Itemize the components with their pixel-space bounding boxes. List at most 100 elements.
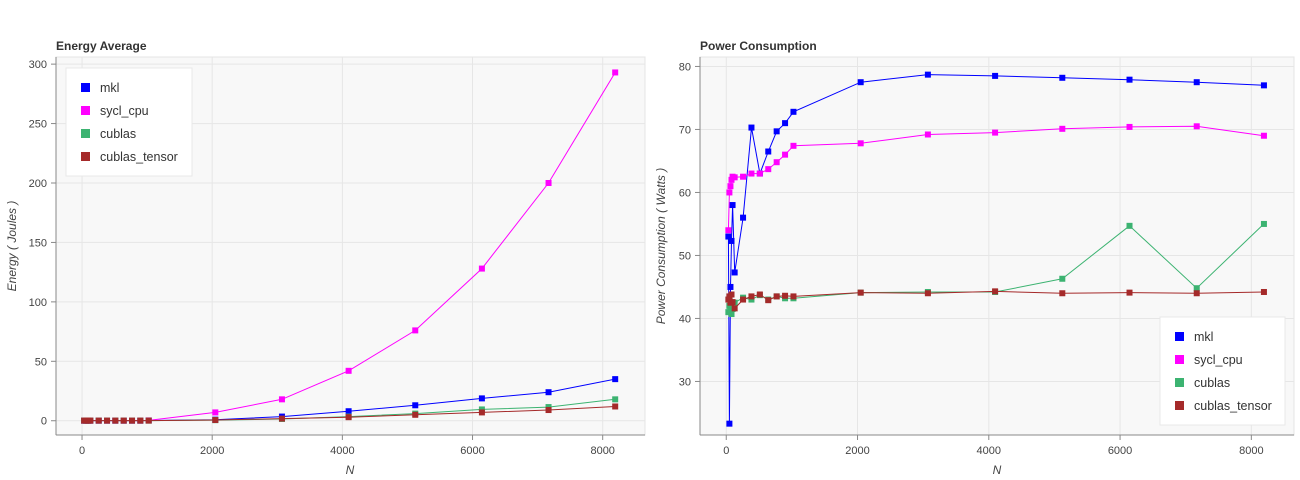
data-point-cublas-tensor <box>729 299 736 306</box>
data-point-sycl-cpu <box>726 189 733 196</box>
axes <box>699 57 1294 436</box>
legend-swatch-cublas <box>1175 378 1184 387</box>
data-point-cublas-tensor <box>137 417 144 424</box>
data-point-cublas-tensor <box>790 293 797 300</box>
data-point-sycl-cpu <box>212 409 219 416</box>
data-point-cublas-tensor <box>924 290 931 297</box>
y-tick-label: 30 <box>679 376 691 388</box>
data-point-cublas <box>1126 222 1133 229</box>
legend-label-sycl-cpu: sycl_cpu <box>1194 353 1243 367</box>
data-point-sycl-cpu <box>740 173 747 180</box>
data-point-cublas-tensor <box>857 289 864 296</box>
energy-average-chart: Energy Average 0 50 100 150 200 250 300 0 2000 4… <box>5 39 646 477</box>
data-point-sycl-cpu <box>731 174 738 181</box>
axes <box>55 57 645 436</box>
legend-swatch-cublas-tensor <box>81 152 90 161</box>
data-point-mkl <box>727 283 734 290</box>
data-point-cublas-tensor <box>278 415 285 422</box>
legend-swatch-sycl-cpu <box>81 106 90 115</box>
legend-label-cublas: cublas <box>100 127 136 141</box>
data-point-mkl <box>857 79 864 86</box>
legend-label-mkl: mkl <box>1194 330 1213 344</box>
y-tick-label: 250 <box>29 119 47 131</box>
data-point-sycl-cpu <box>1193 123 1200 130</box>
data-point-sycl-cpu <box>1260 132 1267 139</box>
y-axis-ticks: 30 40 50 60 70 80 <box>679 61 700 388</box>
data-point-mkl <box>1193 79 1200 86</box>
data-point-mkl <box>992 72 999 79</box>
data-point-mkl <box>1126 76 1133 83</box>
data-point-cublas-tensor <box>748 293 755 300</box>
data-point-mkl <box>545 389 552 396</box>
series-group <box>81 69 619 424</box>
series-group <box>725 71 1267 427</box>
data-point-sycl-cpu <box>790 142 797 149</box>
data-point-sycl-cpu <box>728 176 735 183</box>
x-tick-label: 0 <box>723 445 729 457</box>
chart-title: Energy Average <box>56 39 147 53</box>
data-point-sycl-cpu <box>725 227 732 234</box>
data-point-mkl <box>729 202 736 209</box>
legend-label-cublas-tensor: cublas_tensor <box>100 150 178 164</box>
data-point-sycl-cpu <box>857 140 864 147</box>
data-point-mkl <box>748 124 755 131</box>
data-point-cublas-tensor <box>740 296 747 303</box>
legend-label-mkl: mkl <box>100 81 119 95</box>
y-tick-label: 0 <box>41 416 47 428</box>
data-point-cublas <box>1193 285 1200 292</box>
x-tick-label: 0 <box>79 445 85 457</box>
data-point-cublas-tensor <box>731 305 738 312</box>
data-point-cublas <box>612 396 619 403</box>
data-point-cublas-tensor <box>478 409 485 416</box>
data-point-cublas-tensor <box>612 403 619 410</box>
data-point-cublas-tensor <box>95 417 102 424</box>
data-point-sycl-cpu <box>727 183 734 190</box>
data-point-cublas-tensor <box>545 407 552 414</box>
data-point-cublas-tensor <box>345 414 352 421</box>
data-point-mkl <box>612 376 619 383</box>
y-tick-label: 150 <box>29 237 47 249</box>
data-point-cublas-tensor <box>212 417 219 424</box>
data-point-sycl-cpu <box>765 166 772 173</box>
y-tick-label: 50 <box>35 356 47 368</box>
legend-swatch-mkl <box>81 83 90 92</box>
data-point-mkl <box>728 237 735 244</box>
x-tick-label: 2000 <box>200 445 224 457</box>
data-point-cublas-tensor <box>87 417 94 424</box>
data-point-mkl <box>773 128 780 135</box>
legend-swatch-cublas-tensor <box>1175 401 1184 410</box>
y-tick-label: 50 <box>679 250 691 262</box>
data-point-mkl <box>731 269 738 276</box>
data-point-sycl-cpu <box>1059 125 1066 132</box>
data-point-cublas-tensor <box>104 417 111 424</box>
x-axis-ticks: 0 2000 4000 6000 8000 <box>79 435 615 457</box>
legend-label-sycl-cpu: sycl_cpu <box>100 104 149 118</box>
data-point-cublas-tensor <box>765 297 772 304</box>
y-tick-label: 70 <box>679 124 691 136</box>
data-point-cublas <box>728 311 735 318</box>
chart-title: Power Consumption <box>700 39 817 53</box>
y-axis-ticks: 0 50 100 150 200 250 300 <box>29 59 56 428</box>
data-point-sycl-cpu <box>1126 123 1133 130</box>
x-tick-label: 2000 <box>845 445 869 457</box>
data-point-sycl-cpu <box>782 151 789 158</box>
data-point-mkl <box>725 233 732 240</box>
data-point-sycl-cpu <box>345 367 352 374</box>
data-point-mkl <box>790 108 797 115</box>
data-point-cublas-tensor <box>1126 289 1133 296</box>
x-tick-label: 6000 <box>1108 445 1132 457</box>
data-point-cublas-tensor <box>1059 290 1066 297</box>
grid-lines <box>700 57 1294 435</box>
data-point-cublas-tensor <box>782 292 789 299</box>
data-point-sycl-cpu <box>924 131 931 138</box>
y-tick-label: 300 <box>29 59 47 71</box>
data-point-mkl <box>924 71 931 78</box>
data-point-cublas-tensor <box>145 417 152 424</box>
x-axis-label: N <box>346 463 355 477</box>
legend-label-cublas: cublas <box>1194 376 1230 390</box>
data-point-cublas-tensor <box>756 291 763 298</box>
data-point-cublas-tensor <box>725 296 732 303</box>
power-consumption-chart: Power Consumption 30 40 50 60 70 80 0 2000 4000… <box>654 39 1295 477</box>
